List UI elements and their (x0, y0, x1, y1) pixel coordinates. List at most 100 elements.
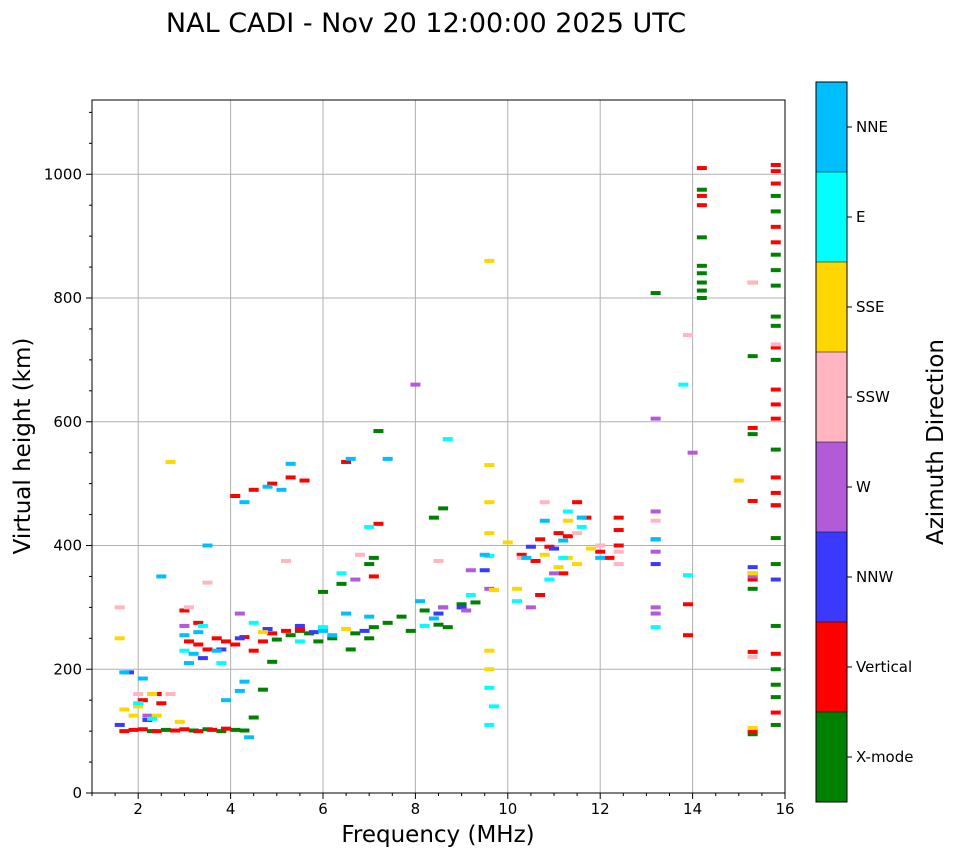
data-point (336, 571, 347, 576)
data-point (438, 605, 449, 610)
data-point (484, 667, 495, 672)
data-point (230, 727, 241, 732)
data-point (535, 593, 546, 597)
data-point (595, 555, 606, 560)
data-point (585, 546, 596, 551)
data-point (562, 534, 573, 539)
data-point (234, 688, 245, 693)
data-point (770, 162, 781, 167)
data-point (114, 605, 125, 610)
data-point (318, 628, 328, 633)
data-point (313, 639, 324, 644)
data-point (747, 574, 758, 579)
colorbar-frame (815, 81, 848, 803)
data-point (770, 416, 781, 421)
data-point (770, 475, 781, 480)
colorbar-tick-label: SSW (856, 388, 890, 406)
data-point (770, 402, 781, 407)
data-point (465, 593, 476, 597)
data-point (682, 602, 693, 607)
data-point (770, 314, 781, 319)
data-point (308, 630, 319, 635)
data-point (156, 701, 167, 706)
data-point (211, 636, 222, 641)
data-point (151, 729, 162, 734)
data-point (415, 599, 426, 604)
data-point (650, 605, 661, 610)
data-point (433, 558, 444, 563)
axes: 2 4 6 8 10 12 14 16 0 200 400 600 800 1000 (44, 99, 795, 818)
data-point (770, 240, 781, 245)
data-point (530, 558, 541, 563)
data-point (193, 729, 204, 734)
data-point (770, 447, 781, 452)
colorbar-segment (816, 622, 847, 712)
data-point (128, 727, 139, 732)
data-point (230, 494, 241, 498)
data-point (456, 602, 467, 607)
colorbar-segment (816, 712, 847, 802)
data-point (484, 500, 495, 505)
data-point (539, 518, 550, 523)
data-point (364, 636, 375, 641)
data-point (484, 722, 495, 727)
data-point (299, 478, 310, 483)
data-point (613, 515, 624, 520)
data-point (562, 518, 573, 523)
data-point (294, 627, 305, 632)
data-point (770, 224, 781, 229)
data-point (257, 630, 268, 635)
data-point (770, 667, 781, 672)
data-point (405, 628, 416, 633)
data-point (202, 580, 213, 585)
data-point (525, 605, 536, 610)
data-point (770, 536, 781, 541)
data-point (747, 571, 758, 576)
data-point (747, 354, 758, 359)
x-tick-label: 16 (775, 800, 794, 818)
data-point (119, 707, 130, 712)
data-point (128, 713, 139, 718)
data-point (350, 577, 361, 582)
data-point (248, 620, 259, 625)
data-point (220, 698, 231, 703)
data-point (285, 475, 296, 480)
data-point (747, 729, 758, 734)
data-point (770, 722, 781, 727)
colorbar-segment (816, 172, 847, 262)
data-point (484, 685, 495, 690)
data-point (262, 484, 273, 489)
data-point (770, 268, 781, 273)
data-point (770, 345, 781, 350)
data-point (770, 577, 781, 582)
data-point (613, 562, 624, 567)
data-point (558, 555, 569, 560)
data-point (248, 715, 259, 720)
data-point (650, 509, 661, 514)
data-point (368, 574, 379, 579)
data-point (364, 524, 375, 529)
data-point (410, 382, 421, 387)
data-point (558, 538, 569, 543)
data-point (770, 562, 781, 567)
data-point (770, 323, 781, 328)
data-point (604, 555, 615, 560)
data-point (419, 623, 430, 628)
data-point (197, 623, 208, 628)
data-point (239, 500, 250, 505)
x-tick-label: 8 (411, 800, 421, 818)
data-point (558, 571, 569, 576)
data-point (179, 623, 190, 628)
data-point (572, 531, 583, 536)
data-point (220, 639, 231, 644)
data-point (433, 611, 444, 616)
colorbar-tick-label: NNW (856, 568, 893, 586)
data-point (239, 679, 250, 684)
data-point (419, 608, 430, 613)
data-point (678, 382, 689, 387)
data-point (137, 727, 148, 732)
data-point (770, 209, 781, 214)
data-point (770, 623, 781, 628)
data-point (696, 288, 707, 293)
data-point (442, 437, 453, 442)
